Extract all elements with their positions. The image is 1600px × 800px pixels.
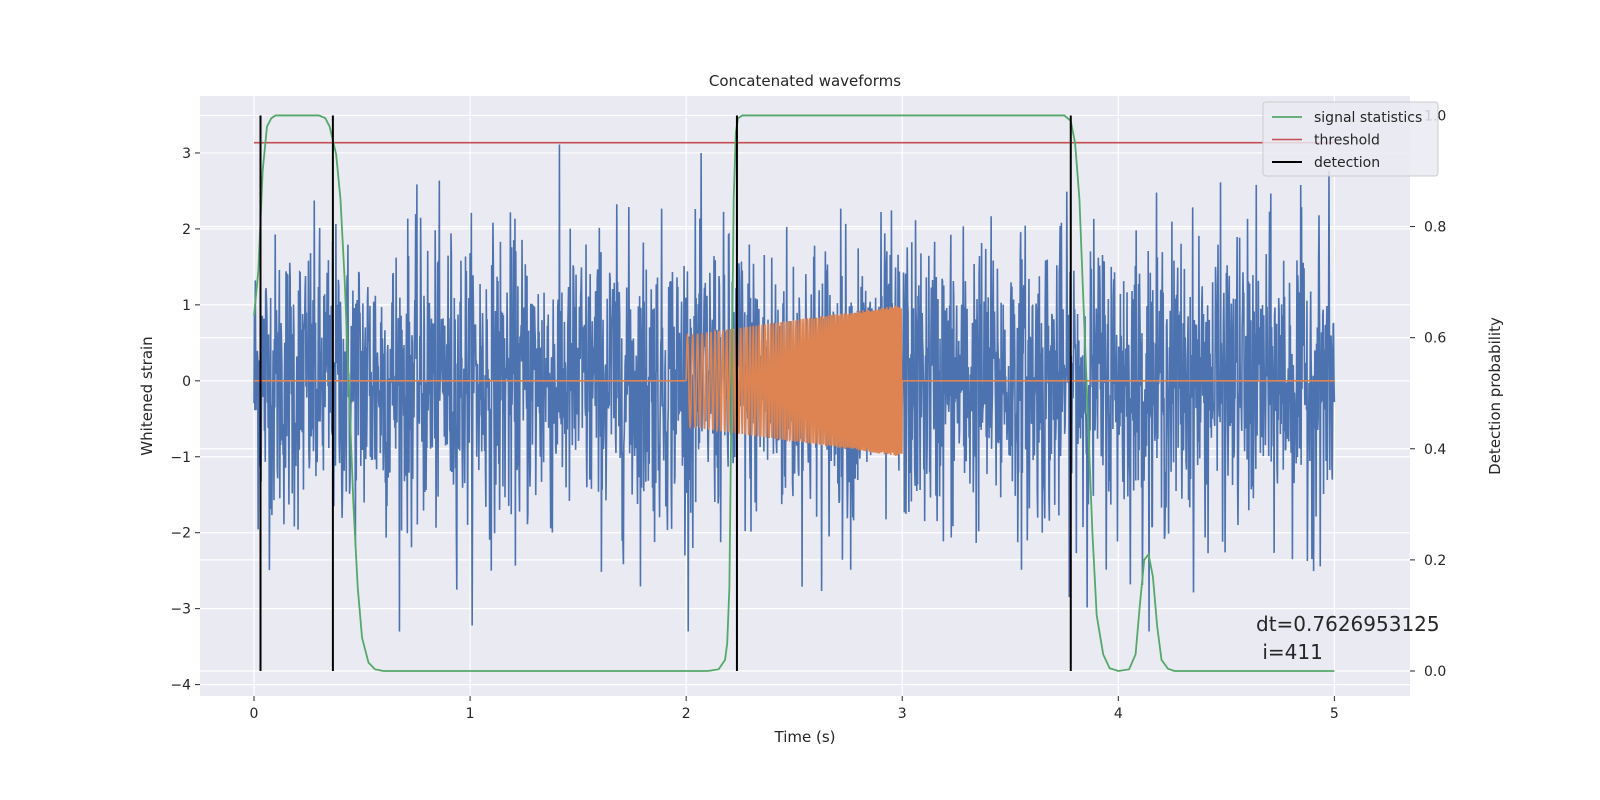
y2-tick-label: 0.8 (1424, 220, 1446, 236)
y-tick-label: 3 (182, 146, 191, 162)
legend-label-threshold: threshold (1314, 133, 1380, 149)
y-tick-label: −4 (170, 678, 191, 694)
legend-label-signal-statistics: signal statistics (1314, 110, 1422, 126)
y2-tick-label: 0.4 (1424, 442, 1446, 458)
y-tick-label: −3 (170, 602, 191, 618)
x-axis-label: Time (s) (774, 728, 836, 746)
y-tick-label: 2 (182, 222, 191, 238)
legend-label-detection: detection (1314, 155, 1380, 171)
annotation-index: i=411 (1256, 640, 1323, 664)
y2-tick-label: 0.0 (1424, 664, 1446, 680)
legend-box (1262, 101, 1439, 177)
y-axis-label: Whitened strain (138, 336, 156, 455)
data-layer (253, 114, 1336, 672)
x-tick-label: 5 (1330, 706, 1339, 722)
x-tick-label: 4 (1114, 706, 1123, 722)
chart-title: Concatenated waveforms (709, 72, 901, 90)
x-tick-label: 0 (250, 706, 259, 722)
y-tick-label: −2 (170, 526, 191, 542)
y2-axis-label: Detection probability (1486, 317, 1504, 475)
x-tick-label: 1 (466, 706, 475, 722)
y2-tick-label: 0.2 (1424, 553, 1446, 569)
y-tick-label: 0 (182, 374, 191, 390)
y2-tick-label: 0.6 (1424, 331, 1446, 347)
series-injection (254, 305, 1335, 456)
x-tick-label: 3 (898, 706, 907, 722)
y-tick-label: −1 (170, 450, 191, 466)
annotation-dt: dt=0.7626953125 (1256, 612, 1440, 636)
series-signal-statistics (253, 114, 1335, 672)
x-tick-label: 2 (682, 706, 691, 722)
y-tick-label: 1 (182, 298, 191, 314)
legend: signal statistics threshold detection (1262, 101, 1439, 177)
